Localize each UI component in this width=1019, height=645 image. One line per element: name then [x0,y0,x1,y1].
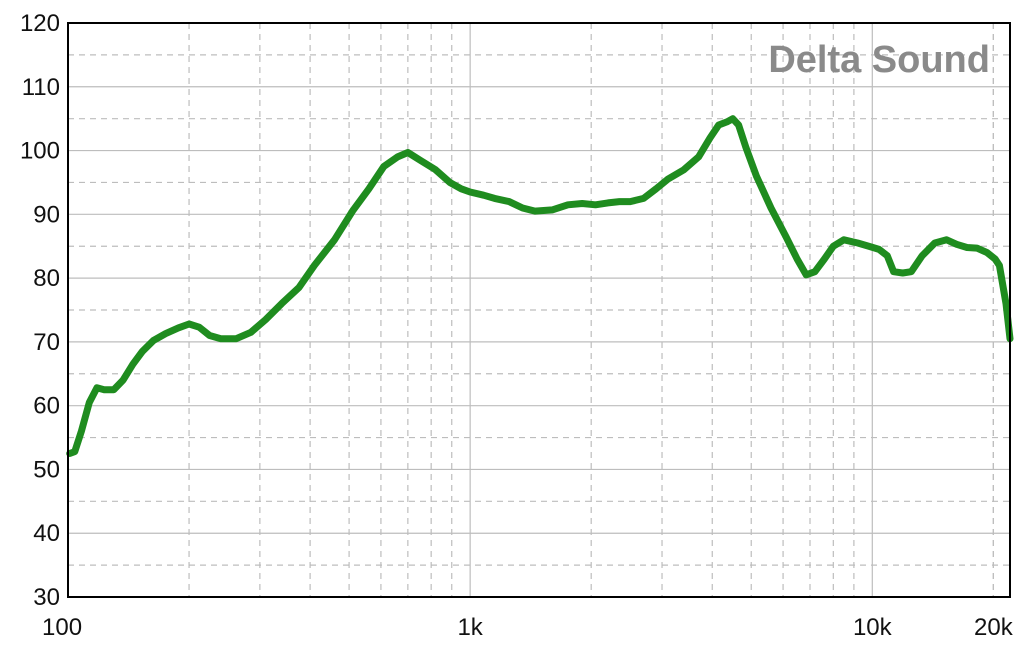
response-curve-line [66,115,1014,457]
axis-tick-labels: 30 40 50 60 70 80 90 100 110 120 100 1k 10k 20k [20,10,1014,641]
y-tick-label: 50 [33,456,60,483]
y-tick-label: 40 [33,520,60,547]
y-tick-label: 30 [33,584,60,611]
y-tick-label: 70 [33,329,60,356]
y-tick-label: 120 [20,10,60,37]
y-tick-label: 110 [22,74,60,101]
y-tick-label: 60 [33,393,60,420]
x-tick-label: 1k [457,614,483,641]
y-tick-label: 100 [20,138,60,165]
watermark-label: Delta Sound [768,39,990,81]
x-tick-label: 100 [42,614,82,641]
y-tick-label: 80 [33,265,60,292]
x-tick-label: 10k [853,614,893,641]
y-tick-label: 90 [33,201,60,228]
grid [67,22,1010,598]
x-tick-label: 20k [974,614,1014,641]
plot-frame [67,22,1011,598]
